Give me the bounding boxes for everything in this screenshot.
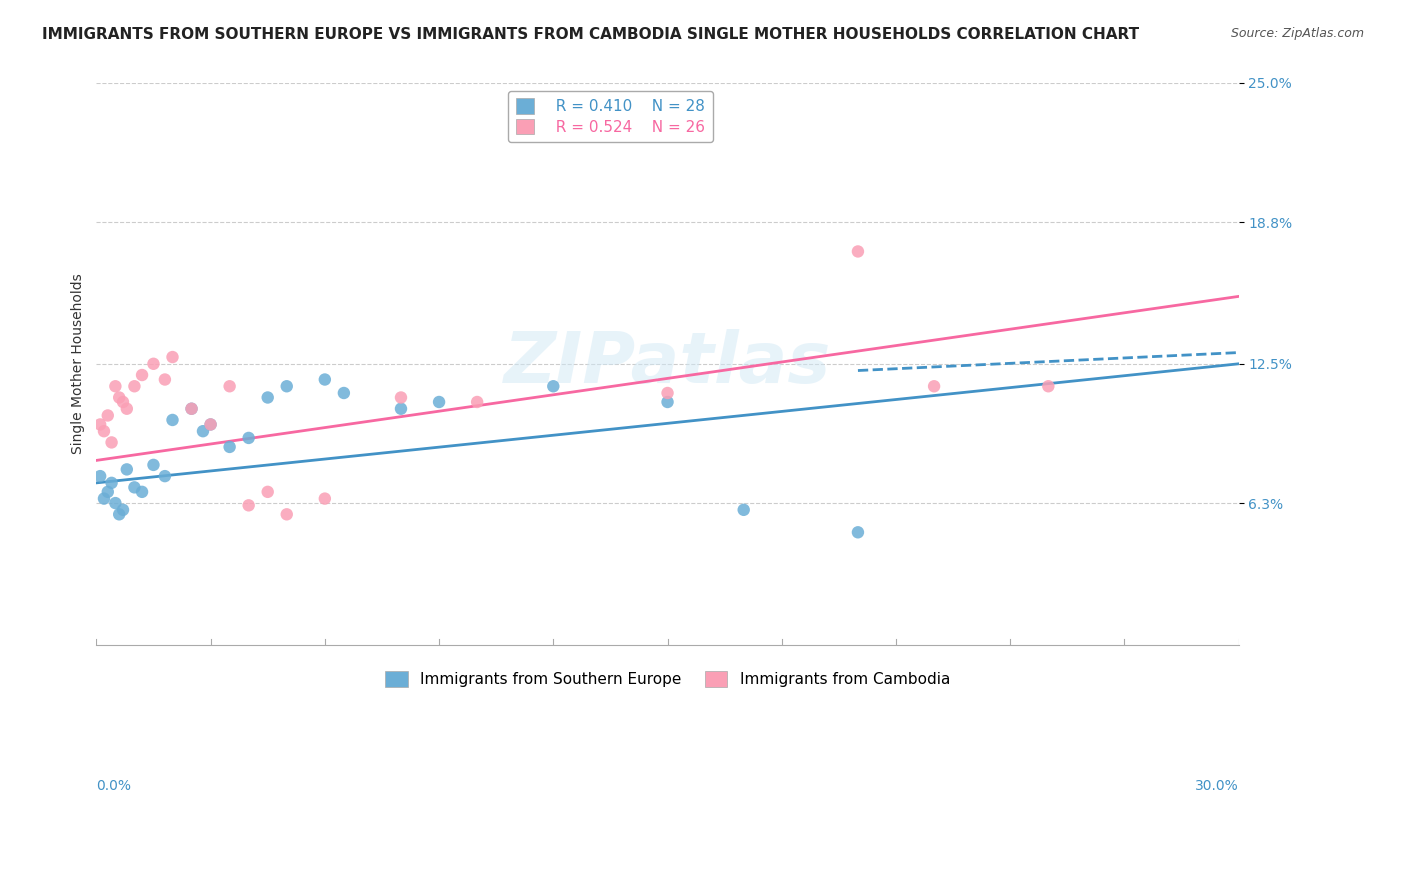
Point xyxy=(142,357,165,371)
Point xyxy=(162,350,184,364)
Point xyxy=(657,386,679,401)
Point xyxy=(108,508,131,522)
Point xyxy=(111,503,134,517)
Point xyxy=(465,395,488,409)
Point xyxy=(104,496,127,510)
Point xyxy=(238,431,260,445)
Point xyxy=(104,379,127,393)
Point xyxy=(389,391,412,405)
Point xyxy=(124,480,146,494)
Point xyxy=(97,484,120,499)
Point xyxy=(276,379,298,393)
Point xyxy=(389,401,412,416)
Point xyxy=(191,424,214,438)
Point xyxy=(111,395,134,409)
Legend: Immigrants from Southern Europe, Immigrants from Cambodia: Immigrants from Southern Europe, Immigra… xyxy=(380,665,956,693)
Point xyxy=(115,462,138,476)
Point xyxy=(427,395,450,409)
Point xyxy=(846,525,869,540)
Text: Source: ZipAtlas.com: Source: ZipAtlas.com xyxy=(1230,27,1364,40)
Point xyxy=(131,484,153,499)
Point xyxy=(124,379,146,393)
Point xyxy=(733,503,755,517)
Y-axis label: Single Mother Households: Single Mother Households xyxy=(72,274,86,454)
Point xyxy=(89,469,111,483)
Point xyxy=(543,379,565,393)
Point xyxy=(180,401,202,416)
Point xyxy=(200,417,222,432)
Point xyxy=(153,372,176,386)
Text: 30.0%: 30.0% xyxy=(1195,780,1239,794)
Point xyxy=(333,386,356,401)
Point xyxy=(256,484,278,499)
Point xyxy=(256,391,278,405)
Point xyxy=(93,424,115,438)
Point xyxy=(657,395,679,409)
Point xyxy=(1038,379,1060,393)
Point xyxy=(846,244,869,259)
Point xyxy=(218,440,240,454)
Point xyxy=(922,379,945,393)
Point xyxy=(218,379,240,393)
Point xyxy=(200,417,222,432)
Text: ZIPatlas: ZIPatlas xyxy=(503,329,831,399)
Point xyxy=(238,499,260,513)
Point xyxy=(162,413,184,427)
Text: IMMIGRANTS FROM SOUTHERN EUROPE VS IMMIGRANTS FROM CAMBODIA SINGLE MOTHER HOUSEH: IMMIGRANTS FROM SOUTHERN EUROPE VS IMMIG… xyxy=(42,27,1139,42)
Point xyxy=(97,409,120,423)
Point xyxy=(108,391,131,405)
Point xyxy=(100,435,122,450)
Point xyxy=(131,368,153,382)
Point xyxy=(276,508,298,522)
Point xyxy=(153,469,176,483)
Point xyxy=(115,401,138,416)
Point xyxy=(314,491,336,506)
Point xyxy=(180,401,202,416)
Point xyxy=(142,458,165,472)
Point xyxy=(314,372,336,386)
Point xyxy=(93,491,115,506)
Text: 0.0%: 0.0% xyxy=(97,780,131,794)
Point xyxy=(100,475,122,490)
Point xyxy=(89,417,111,432)
